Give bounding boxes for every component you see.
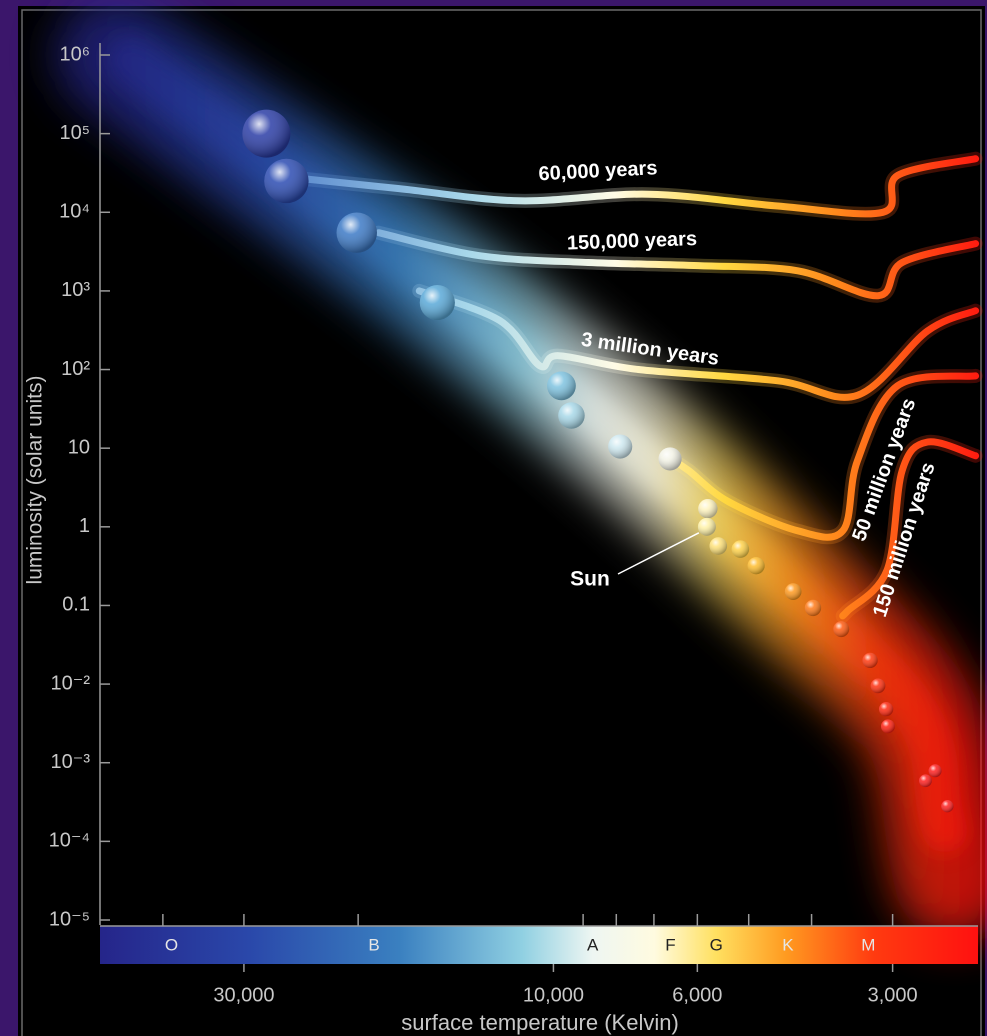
spectral-class-label: G — [710, 935, 723, 954]
x-tick-label: 10,000 — [523, 984, 584, 1006]
y-tick-label: 10³ — [61, 279, 90, 301]
star — [941, 800, 953, 812]
star — [871, 678, 886, 693]
spectral-class-label: A — [587, 935, 599, 954]
star — [862, 653, 877, 668]
star — [709, 537, 727, 555]
y-tick-label: 10⁶ — [60, 43, 90, 65]
star — [337, 212, 377, 252]
star — [608, 434, 632, 458]
y-tick-label: 10⁻⁴ — [49, 830, 90, 852]
star — [264, 159, 308, 203]
y-tick-label: 10⁻³ — [51, 751, 91, 773]
star — [748, 557, 765, 574]
y-tick-label: 10⁵ — [59, 122, 90, 144]
star — [658, 447, 681, 470]
y-tick-label: 10⁻⁵ — [49, 908, 90, 930]
y-tick-label: 10⁴ — [59, 201, 90, 223]
x-tick-label: 30,000 — [213, 984, 274, 1006]
star — [805, 600, 821, 616]
star — [919, 774, 932, 787]
spectral-bar — [100, 926, 978, 964]
star — [698, 499, 717, 518]
x-tick-label: 3,000 — [868, 984, 918, 1006]
page: {"chart_data": { "type": "scatter", "xla… — [0, 0, 987, 1036]
spectral-class-label: B — [368, 935, 379, 954]
star — [698, 518, 716, 536]
y-tick-label: 0.1 — [62, 594, 90, 616]
spectral-class-label: O — [165, 935, 178, 954]
star — [732, 540, 750, 558]
spectral-class-label: F — [665, 935, 675, 954]
chart: 10⁶ 10⁵ 10⁴ 10³ 10² 10 1 0.1 10⁻² 10⁻³ 10⁻⁴ 10⁻⁵ 30,… — [0, 0, 987, 1036]
y-tick-label: 10² — [61, 358, 90, 380]
x-axis-title: surface temperature (Kelvin) — [401, 1010, 679, 1035]
x-tick-label: 6,000 — [672, 984, 722, 1006]
star — [242, 110, 290, 158]
star — [833, 621, 849, 637]
y-tick-label: 1 — [79, 515, 90, 537]
star — [785, 583, 802, 600]
spectral-class-label: M — [861, 935, 875, 954]
spectral-class-label: K — [782, 935, 794, 954]
track-label: 150,000 years — [567, 228, 698, 255]
star — [558, 402, 584, 428]
star — [420, 285, 455, 320]
star — [881, 719, 895, 733]
star — [879, 702, 893, 716]
annotation-label: Sun — [570, 568, 610, 591]
star — [547, 371, 576, 400]
star — [929, 764, 942, 777]
y-axis-title: luminosity (solar units) — [24, 376, 47, 585]
y-tick-label: 10 — [68, 436, 90, 458]
y-tick-label: 10⁻² — [51, 672, 91, 694]
